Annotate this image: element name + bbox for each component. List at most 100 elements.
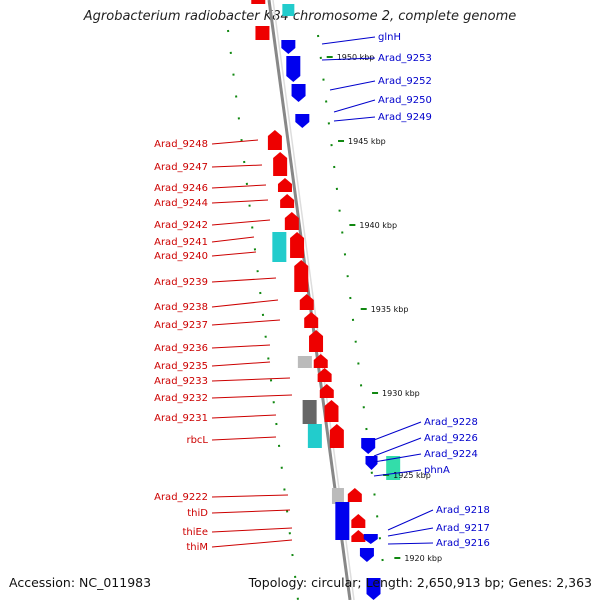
right-connector — [329, 80, 376, 91]
gene-feature-23 — [324, 400, 339, 422]
left-gene-label: Arad_9240 — [154, 251, 208, 262]
gene-feature-30 — [347, 488, 362, 502]
left-connector — [211, 377, 291, 382]
tick-track-inner — [227, 29, 299, 600]
right-gene-label: Arad_9224 — [424, 449, 478, 460]
right-connector — [373, 421, 422, 441]
right-gene-label: Arad_9228 — [424, 417, 478, 428]
left-gene-label: Arad_9238 — [154, 302, 208, 313]
left-connector — [211, 251, 257, 257]
scale-label: 1920 kbp — [404, 554, 442, 563]
scale-label: 1925 kbp — [393, 471, 431, 480]
gene-feature-11 — [284, 212, 299, 230]
gene-feature-12 — [272, 232, 287, 262]
left-connector — [211, 394, 293, 399]
genome-summary: Topology: circular; Length: 2,650,913 bp… — [248, 575, 592, 590]
left-connector — [211, 277, 277, 283]
left-gene-label: thiM — [186, 542, 208, 553]
left-gene-label: Arad_9241 — [154, 237, 208, 248]
gene-feature-1 — [282, 4, 295, 16]
right-connector — [373, 453, 422, 463]
right-connector — [321, 57, 376, 61]
gene-feature-28 — [365, 456, 378, 470]
left-gene-label: Arad_9232 — [154, 393, 208, 404]
gene-feature-14 — [294, 260, 309, 292]
scale-label: 1940 kbp — [359, 221, 397, 230]
right-gene-label: glnH — [378, 32, 401, 43]
left-connector — [211, 139, 259, 145]
gene-feature-10 — [280, 194, 295, 208]
right-connector — [321, 36, 376, 45]
gene-feature-22 — [302, 400, 317, 424]
map-title: Agrobacterium radiobacter K84 chromosome… — [83, 9, 517, 24]
gene-feature-19 — [313, 354, 328, 368]
left-connector — [211, 414, 277, 419]
left-gene-label: Arad_9247 — [154, 162, 208, 173]
left-gene-label: Arad_9231 — [154, 413, 208, 424]
left-gene-label: Arad_9236 — [154, 343, 208, 354]
gene-feature-36 — [366, 578, 381, 600]
left-gene-label: rbcL — [186, 435, 208, 446]
left-gene-label: Arad_9242 — [154, 220, 208, 231]
gene-feature-15 — [299, 294, 314, 310]
gene-feature-33 — [351, 530, 366, 542]
right-connector — [373, 437, 422, 457]
scale-label: 1935 kbp — [371, 305, 409, 314]
gene-feature-34 — [363, 534, 378, 544]
left-connector — [211, 494, 289, 498]
left-connector — [211, 344, 271, 349]
gene-feature-32 — [351, 514, 366, 528]
left-connector — [211, 199, 269, 204]
left-gene-label: Arad_9239 — [154, 277, 208, 288]
gene-feature-25 — [329, 424, 344, 448]
scale-label: 1945 kbp — [348, 137, 386, 146]
gene-feature-18 — [297, 356, 312, 368]
left-gene-label: Arad_9235 — [154, 361, 208, 372]
gene-feature-7 — [267, 130, 282, 150]
gene-feature-8 — [273, 152, 288, 176]
left-connector — [211, 184, 267, 189]
right-gene-label: Arad_9226 — [424, 433, 478, 444]
gene-feature-21 — [319, 384, 334, 398]
left-gene-label: Arad_9244 — [154, 198, 208, 209]
left-connector — [211, 436, 277, 441]
gene-feature-35 — [359, 548, 374, 562]
scale-label: 1930 kbp — [382, 389, 420, 398]
left-connector — [211, 319, 281, 326]
gene-feature-13 — [290, 232, 305, 258]
left-gene-label: Arad_9248 — [154, 139, 208, 150]
right-gene-label: Arad_9250 — [378, 95, 432, 106]
right-connector — [333, 116, 376, 122]
gene-feature-9 — [277, 178, 292, 192]
right-gene-label: phnA — [424, 465, 450, 476]
left-gene-label: Arad_9233 — [154, 376, 208, 387]
gene-feature-4 — [286, 56, 301, 82]
gene-feature-5 — [291, 84, 306, 102]
left-connector — [211, 164, 263, 168]
gene-feature-17 — [309, 330, 324, 352]
right-connector — [387, 542, 434, 545]
gene-feature-6 — [295, 114, 310, 128]
right-gene-label: Arad_9252 — [378, 76, 432, 87]
right-gene-label: Arad_9249 — [378, 112, 432, 123]
left-connector — [211, 361, 271, 367]
left-connector — [211, 527, 293, 533]
right-connector — [373, 469, 422, 477]
left-connector — [211, 299, 279, 308]
left-gene-label: thiD — [187, 508, 208, 519]
right-gene-label: Arad_9218 — [436, 505, 490, 516]
gene-feature-24 — [307, 424, 322, 448]
gene-feature-2 — [255, 26, 270, 40]
left-gene-label: Arad_9222 — [154, 492, 208, 503]
gene-feature-31 — [335, 502, 350, 540]
accession-label: Accession: NC_011983 — [9, 575, 152, 590]
gene-feature-16 — [304, 312, 319, 328]
left-connector — [211, 219, 271, 226]
left-connector — [211, 236, 255, 243]
gene-feature-26 — [361, 438, 376, 454]
left-connector — [211, 539, 293, 548]
gene-feature-0 — [251, 0, 266, 4]
right-gene-label: Arad_9216 — [436, 538, 490, 549]
right-gene-label: Arad_9253 — [378, 53, 432, 64]
